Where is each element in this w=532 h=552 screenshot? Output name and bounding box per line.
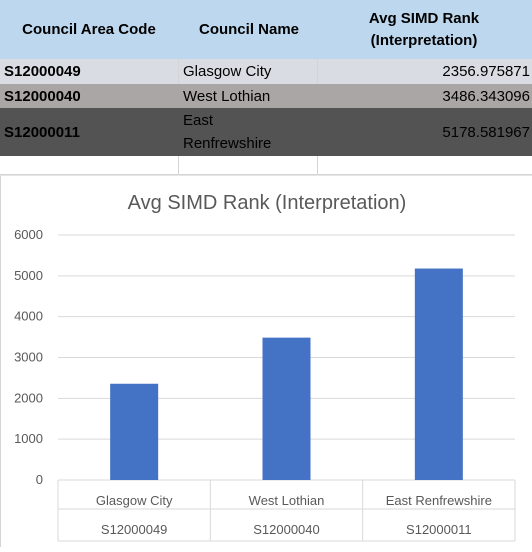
cell-council-name-line2: Renfrewshire	[183, 135, 272, 152]
table-row: S12000040 West Lothian 3486.343096	[0, 84, 532, 108]
cell-council-name[interactable]: West Lothian	[183, 87, 271, 105]
cell-council-code[interactable]: S12000049	[4, 63, 81, 80]
cell-council-name-line1: East	[183, 112, 214, 129]
bar-S12000040[interactable]	[262, 337, 311, 480]
bars	[110, 268, 463, 480]
y-axis-tick-labels: 0 1000 2000 3000 4000 5000 6000	[14, 227, 43, 487]
cell-avg-simd-rank[interactable]: 2356.975871	[442, 63, 530, 80]
cell-avg-simd-rank[interactable]: 3486.343096	[442, 87, 530, 105]
cell-council-code[interactable]: S12000011	[4, 123, 80, 141]
header-council-area-code[interactable]: Council Area Code	[22, 20, 156, 38]
x-category-label: West Lothian	[249, 493, 325, 508]
x-category-label: Glasgow City	[96, 493, 173, 508]
cell-avg-simd-rank[interactable]: 5178.581967	[442, 123, 530, 141]
header-avg-simd-rank-line2: (Interpretation)	[370, 31, 478, 49]
table-header-row: Council Area Code Council Name Avg SIMD …	[0, 0, 532, 59]
cell-council-name[interactable]: East Renfrewshire	[180, 108, 318, 156]
cell-council-code[interactable]: S12000040	[4, 87, 81, 105]
cell-council-name[interactable]: Glasgow City	[183, 63, 272, 80]
header-council-name[interactable]: Council Name	[198, 20, 300, 38]
table-row: S12000011 East Renfrewshire 5178.581967	[0, 108, 532, 156]
y-tick-label: 4000	[14, 309, 43, 324]
bar-chart-container[interactable]: Avg SIMD Rank (Interpretation) 0 1000 2000…	[0, 175, 532, 547]
x-axis-category-labels: Glasgow City S12000049 West Lothian S120000…	[57, 480, 516, 542]
empty-row	[0, 156, 532, 175]
header-avg-simd-rank[interactable]: Avg SIMD Rank (Interpretation)	[318, 0, 532, 59]
x-subcategory-label: S12000011	[406, 522, 472, 537]
y-tick-label: 2000	[14, 390, 43, 405]
bar-S12000011[interactable]	[414, 268, 463, 480]
y-tick-label: 0	[36, 472, 43, 487]
x-subcategory-label: S12000040	[253, 522, 320, 537]
header-avg-simd-rank-line1: Avg SIMD Rank	[368, 9, 480, 27]
y-tick-label: 5000	[14, 268, 43, 283]
y-tick-label: 1000	[14, 431, 43, 446]
bar-chart[interactable]: Avg SIMD Rank (Interpretation) 0 1000 2000…	[1, 176, 532, 547]
bar-S12000049[interactable]	[110, 383, 159, 480]
x-category-label: East Renfrewshire	[386, 493, 492, 508]
table-row: S12000049 Glasgow City 2356.975871	[0, 59, 532, 84]
y-tick-label: 6000	[14, 227, 43, 242]
x-subcategory-label: S12000049	[101, 522, 168, 537]
chart-title: Avg SIMD Rank (Interpretation)	[128, 192, 407, 214]
y-tick-label: 3000	[14, 350, 43, 365]
